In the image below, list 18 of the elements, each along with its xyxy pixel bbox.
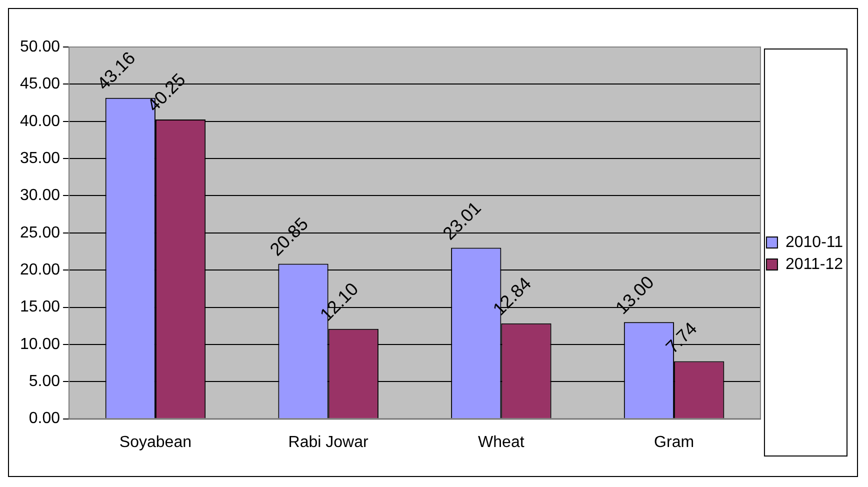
legend-label: 2011-12 — [785, 256, 844, 273]
y-tick-label: 10.00 — [20, 336, 60, 353]
y-tick-label: 40.00 — [20, 112, 60, 130]
y-tick-label: 15.00 — [20, 298, 60, 316]
x-tick-label: Wheat — [478, 434, 525, 451]
y-tick-label: 30.00 — [20, 187, 60, 204]
y-tick-label: 35.00 — [20, 150, 60, 167]
y-tick-label: 50.00 — [20, 38, 60, 56]
x-tick-label: Rabi Jowar — [288, 434, 370, 451]
x-tick-label: Gram — [654, 434, 694, 451]
y-tick-label: 20.00 — [20, 261, 60, 278]
data-label: 7.74 — [662, 318, 701, 358]
y-tick-label: 45.00 — [20, 76, 60, 93]
x-tick-label: Soyabean — [119, 434, 192, 451]
y-tick-label: 5.00 — [28, 373, 60, 390]
legend-label: 2010-11 — [785, 234, 844, 251]
y-tick-label: 25.00 — [20, 224, 60, 242]
y-tick-label: 0.00 — [28, 410, 60, 428]
